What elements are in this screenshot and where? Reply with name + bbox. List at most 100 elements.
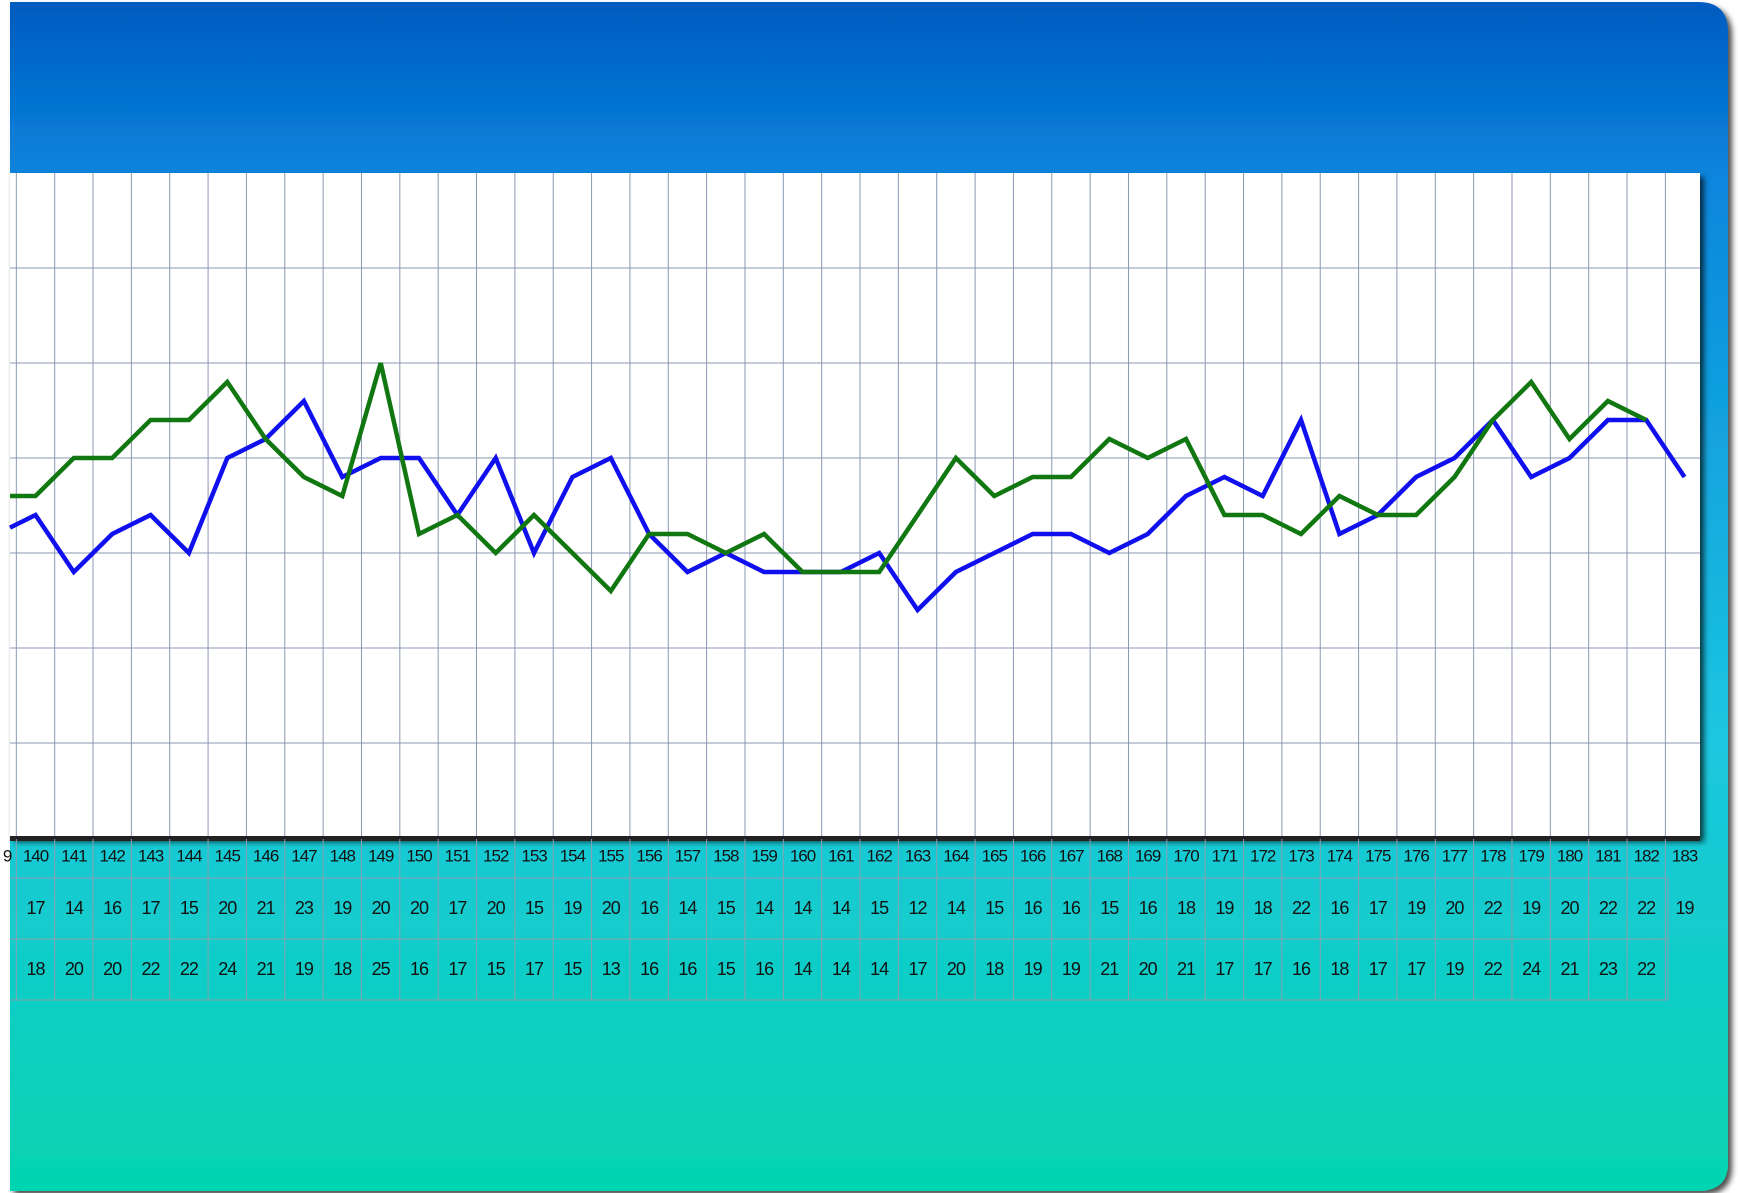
tick-label: 172 <box>1250 847 1276 866</box>
data-label-series-1: 23 <box>295 898 314 918</box>
table-top-border <box>10 836 1700 841</box>
data-label-series-1: 17 <box>1369 898 1388 918</box>
tick-label: 150 <box>406 847 432 866</box>
tick-label: 161 <box>828 847 854 866</box>
data-label-series-1: 19 <box>1676 898 1695 918</box>
tick-label: 141 <box>61 847 87 866</box>
data-label-series-2: 21 <box>1100 959 1119 979</box>
data-label-series-1: 19 <box>1215 898 1234 918</box>
data-label-series-1: 19 <box>563 898 582 918</box>
tick-label: 154 <box>560 847 586 866</box>
data-label-series-1: 16 <box>103 898 122 918</box>
data-label-series-1: 20 <box>410 898 429 918</box>
data-label-series-1: 20 <box>487 898 506 918</box>
data-label-series-1: 22 <box>1637 898 1656 918</box>
data-label-series-2: 17 <box>448 959 467 979</box>
data-label-series-2: 17 <box>909 959 928 979</box>
data-label-series-2: 15 <box>563 959 582 979</box>
data-label-series-1: 20 <box>1560 898 1579 918</box>
data-label-series-1: 22 <box>1599 898 1618 918</box>
data-label-series-1: 22 <box>1484 898 1503 918</box>
data-label-series-2: 16 <box>410 959 429 979</box>
tick-label: 144 <box>176 847 202 866</box>
data-label-series-2: 17 <box>525 959 544 979</box>
tick-label: 151 <box>445 847 471 866</box>
data-label-series-2: 17 <box>1407 959 1426 979</box>
data-label-series-2: 20 <box>947 959 966 979</box>
data-label-series-2: 19 <box>1062 959 1081 979</box>
tick-label: 158 <box>713 847 739 866</box>
data-label-series-1: 19 <box>333 898 352 918</box>
data-label-series-1: 22 <box>1292 898 1311 918</box>
data-label-series-1: 19 <box>1407 898 1426 918</box>
tick-label: 173 <box>1288 847 1314 866</box>
data-label-series-1: 17 <box>26 898 45 918</box>
data-label-series-2: 23 <box>1599 959 1618 979</box>
data-label-series-2: 25 <box>372 959 391 979</box>
data-label-series-2: 22 <box>180 959 199 979</box>
tick-label: 148 <box>330 847 356 866</box>
data-label-series-1: 20 <box>602 898 621 918</box>
tick-label: 162 <box>867 847 893 866</box>
data-label-series-2: 22 <box>1484 959 1503 979</box>
data-label-series-1: 18 <box>1177 898 1196 918</box>
data-label-series-2: 19 <box>295 959 314 979</box>
tick-label: 171 <box>1212 847 1238 866</box>
tick-label: 145 <box>215 847 241 866</box>
data-label-series-2: 17 <box>1215 959 1234 979</box>
data-label-series-2: 15 <box>717 959 736 979</box>
data-label-series-1: 16 <box>1024 898 1043 918</box>
data-label-series-2: 14 <box>832 959 851 979</box>
data-label-series-1: 15 <box>870 898 889 918</box>
data-label-series-2: 18 <box>985 959 1004 979</box>
data-label-series-2: 16 <box>640 959 659 979</box>
tick-label: 175 <box>1365 847 1391 866</box>
tick-label: 155 <box>598 847 624 866</box>
tick-label: 149 <box>368 847 394 866</box>
tick-label: 178 <box>1480 847 1506 866</box>
data-label-series-2: 16 <box>755 959 774 979</box>
tick-label: 146 <box>253 847 279 866</box>
data-label-series-1: 20 <box>1445 898 1464 918</box>
data-label-series-1: 15 <box>985 898 1004 918</box>
data-label-series-1: 14 <box>65 898 84 918</box>
tick-label: 168 <box>1097 847 1123 866</box>
series-layer <box>9 362 1687 614</box>
data-label-series-1: 14 <box>832 898 851 918</box>
data-label-series-1: 18 <box>1254 898 1273 918</box>
tick-label: 167 <box>1058 847 1084 866</box>
plot-grid <box>10 173 1700 838</box>
tick-label: 157 <box>675 847 701 866</box>
data-label-series-2: 21 <box>257 959 276 979</box>
tick-label: 182 <box>1634 847 1660 866</box>
data-label-series-2: 24 <box>1522 959 1541 979</box>
data-label-series-2: 15 <box>487 959 506 979</box>
tick-label: 156 <box>636 847 662 866</box>
data-label-series-1: 16 <box>1139 898 1158 918</box>
data-label-series-2: 19 <box>1024 959 1043 979</box>
tick-label: 179 <box>1518 847 1544 866</box>
data-label-series-1: 19 <box>1522 898 1541 918</box>
data-label-series-2: 13 <box>602 959 621 979</box>
tick-label: 165 <box>982 847 1008 866</box>
data-label-series-1: 16 <box>1062 898 1081 918</box>
data-label-series-1: 15 <box>525 898 544 918</box>
data-label-series-2: 20 <box>103 959 122 979</box>
tick-label: 181 <box>1595 847 1621 866</box>
data-label-series-1: 14 <box>678 898 697 918</box>
plot-area <box>10 173 1700 838</box>
data-label-series-2: 16 <box>678 959 697 979</box>
tick-label: 142 <box>100 847 126 866</box>
data-label-series-1: 14 <box>947 898 966 918</box>
data-label-series-1: 15 <box>717 898 736 918</box>
tick-label: 147 <box>291 847 317 866</box>
data-label-series-2: 14 <box>870 959 889 979</box>
data-label-series-1: 15 <box>1100 898 1119 918</box>
data-label-series-2: 24 <box>218 959 237 979</box>
data-label-series-2: 22 <box>142 959 161 979</box>
tick-label: 176 <box>1403 847 1429 866</box>
tick-label: 140 <box>23 847 49 866</box>
data-label-series-2: 20 <box>65 959 84 979</box>
data-label-series-2: 18 <box>1330 959 1349 979</box>
data-label-series-2: 19 <box>1445 959 1464 979</box>
